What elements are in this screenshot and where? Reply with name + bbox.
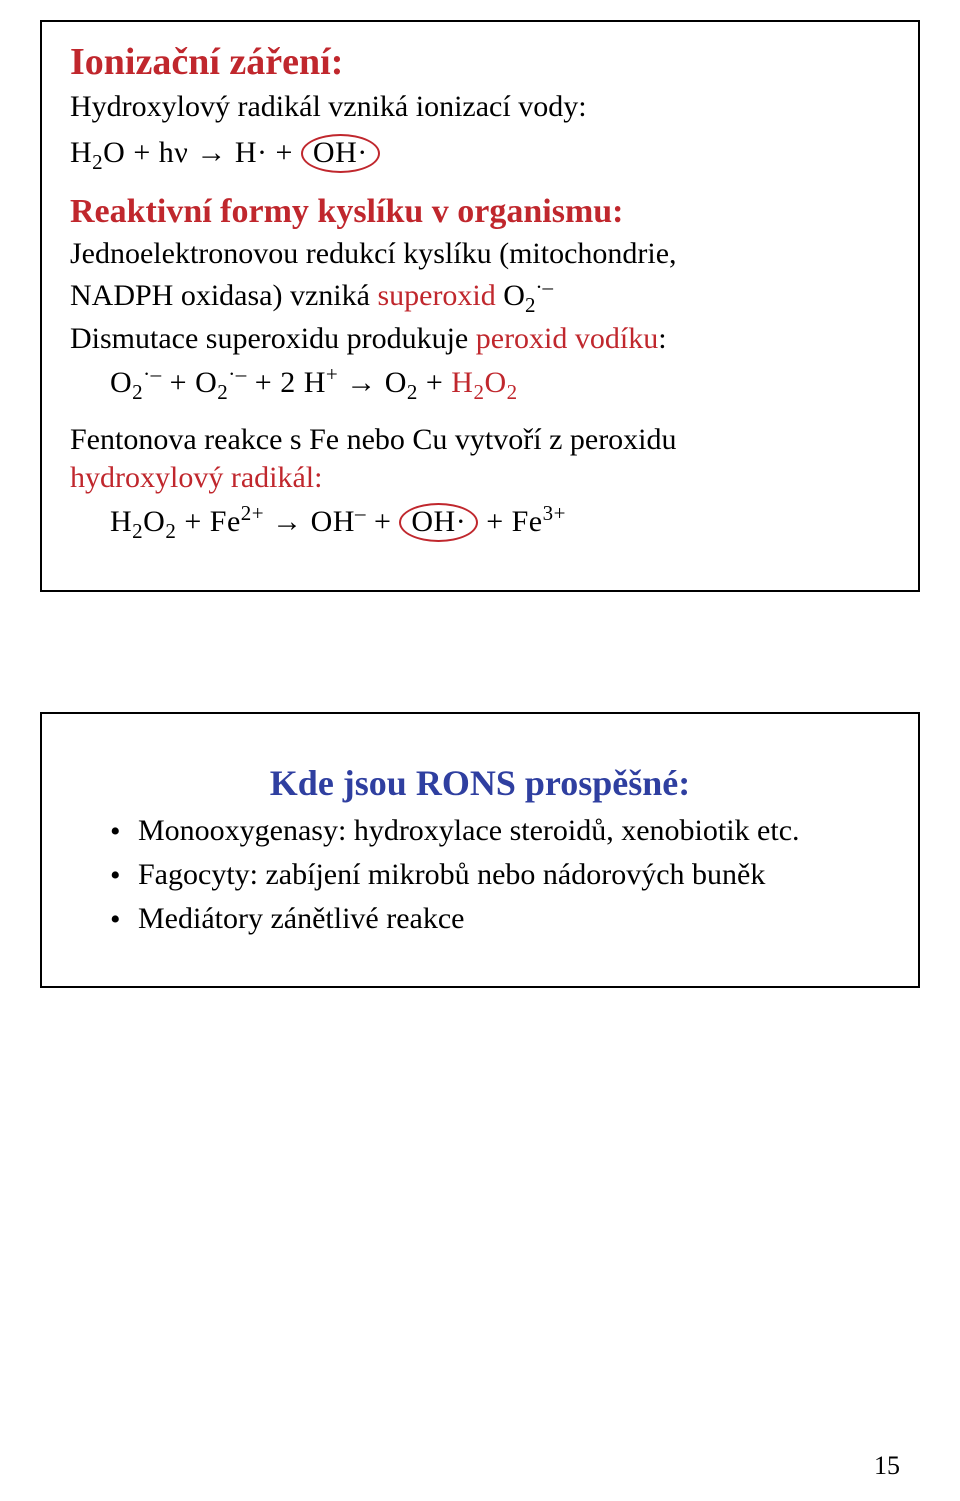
panel1-eq2: O2·– + O2·– + 2 H+ → O2 + H2O2 xyxy=(110,362,890,405)
mitochondria-line1: Jednoelektronovou redukcí kyslíku (mitoc… xyxy=(70,237,890,271)
panel1-eq3: H2O2 + Fe2+ → OH– + OH· + Fe3+ xyxy=(110,501,890,544)
panel1-eq1: H2O + hν → H· + OH· xyxy=(70,134,890,175)
fenton-line2: hydroxylový radikál: xyxy=(70,461,890,495)
circled-oh-radical: OH· xyxy=(301,134,380,173)
fenton-line1: Fentonova reakce s Fe nebo Cu vytvoří z … xyxy=(70,423,890,457)
superoxid-label: superoxid xyxy=(377,279,495,312)
circled-oh-radical-2: OH· xyxy=(399,503,478,542)
panel1-section: Reaktivní formy kyslíku v organismu: xyxy=(70,193,890,231)
panel-ionization: Ionizační záření: Hydroxylový radikál vz… xyxy=(40,20,920,592)
list-item: Mediátory zánětlivé reakce xyxy=(110,902,890,936)
page-number: 15 xyxy=(874,1451,900,1481)
panel-rons: Kde jsou RONS prospěšné: Monooxygenasy: … xyxy=(40,712,920,988)
page: Ionizační záření: Hydroxylový radikál vz… xyxy=(0,0,960,1501)
panel1-title: Ionizační záření: xyxy=(70,40,890,84)
dismutation-line: Dismutace superoxidu produkuje peroxid v… xyxy=(70,322,890,356)
peroxid-label: peroxid vodíku xyxy=(476,322,658,355)
list-item: Monooxygenasy: hydroxylace steroidů, xen… xyxy=(110,814,890,848)
list-item: Fagocyty: zabíjení mikrobů nebo nádorový… xyxy=(110,858,890,892)
panel2-title: Kde jsou RONS prospěšné: xyxy=(70,762,890,804)
h2o2-product: H2O2 xyxy=(451,366,517,399)
rons-list: Monooxygenasy: hydroxylace steroidů, xen… xyxy=(70,814,890,936)
panel1-subtitle: Hydroxylový radikál vzniká ionizací vody… xyxy=(70,90,890,124)
eq-text: H2O + hν → H· + xyxy=(70,136,301,169)
mitochondria-line2: NADPH oxidasa) vzniká superoxid O2·– xyxy=(70,275,890,318)
